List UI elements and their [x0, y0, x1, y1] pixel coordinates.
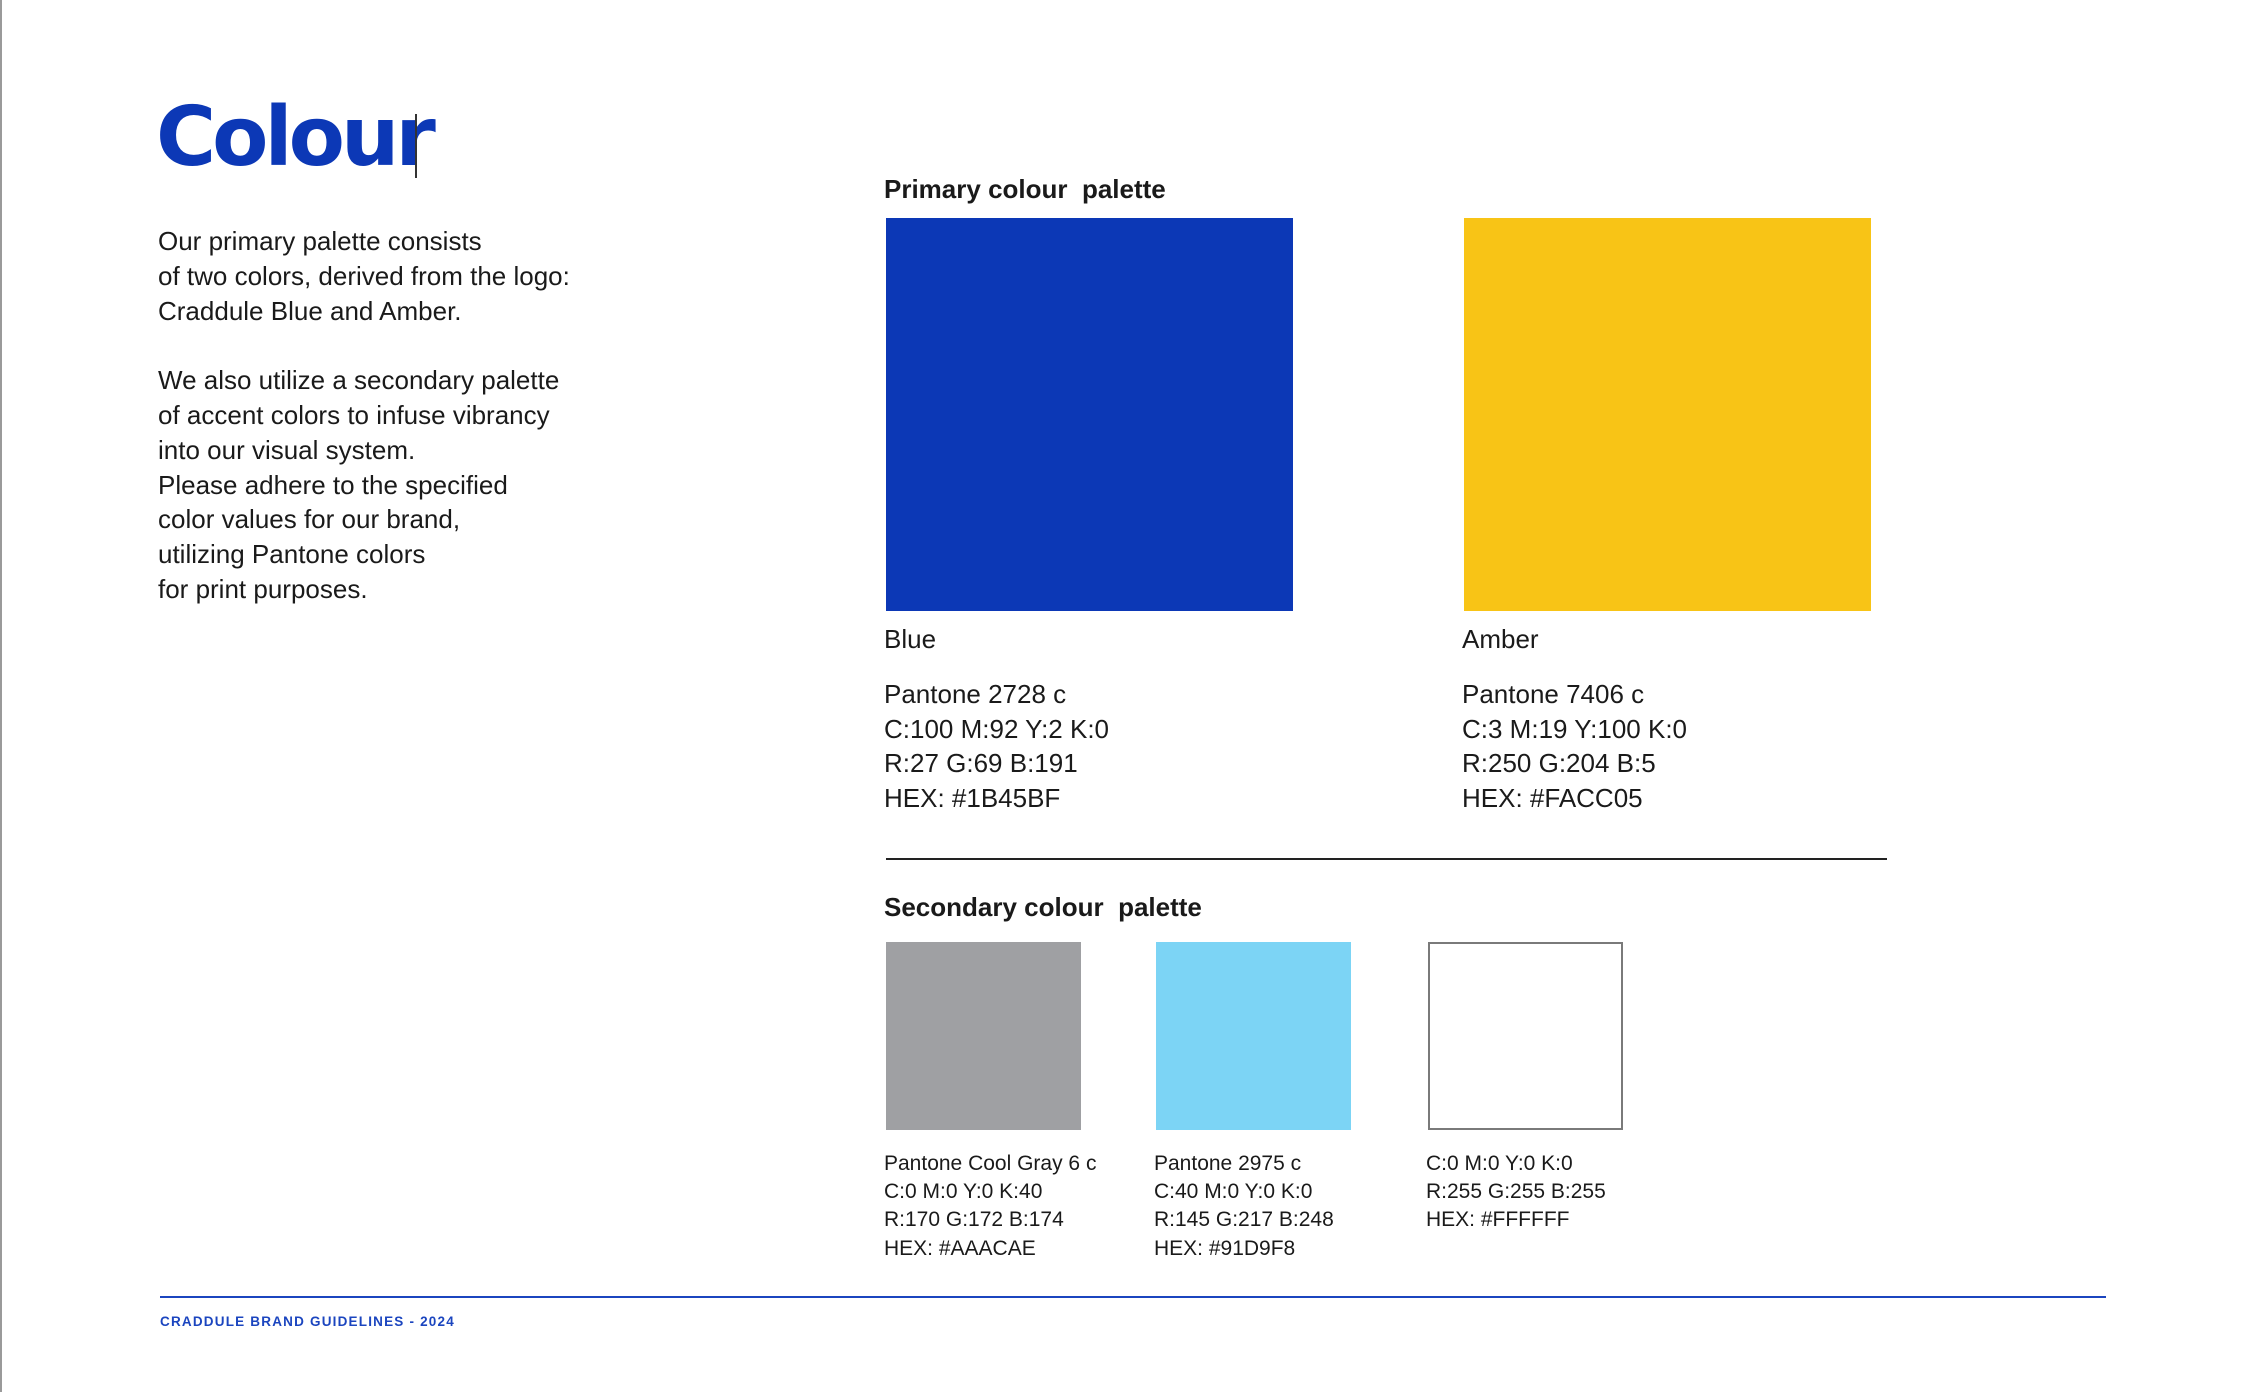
- swatch-cool-gray: [886, 942, 1081, 1130]
- specs-sky-blue: Pantone 2975 c C:40 M:0 Y:0 K:0 R:145 G:…: [1154, 1150, 1334, 1263]
- cmyk-value: C:0 M:0 Y:0 K:0: [1426, 1152, 1573, 1175]
- swatch-blue: [886, 218, 1293, 611]
- rgb-value: R:145 G:217 B:248: [1154, 1208, 1334, 1232]
- footer-rule: [160, 1296, 2106, 1298]
- pantone-value: Pantone 2728 c: [884, 679, 1067, 709]
- color-name-amber: Amber: [1462, 624, 1539, 654]
- rgb-value: R:250 G:204 B:5: [1462, 748, 1656, 779]
- secondary-palette-heading: Secondary colour palette: [884, 892, 1202, 922]
- specs-cool-gray: Pantone Cool Gray 6 c C:0 M:0 Y:0 K:40 R…: [884, 1150, 1096, 1263]
- hex-value: HEX: #1B45BF: [884, 783, 1061, 814]
- cmyk-value: C:0 M:0 Y:0 K:40: [884, 1180, 1043, 1204]
- rgb-value: R:27 G:69 B:191: [884, 748, 1078, 779]
- rgb-value: R:170 G:172 B:174: [884, 1208, 1064, 1232]
- swatch-white: [1428, 942, 1623, 1130]
- page-left-edge: [0, 0, 2, 1392]
- hex-value: HEX: #FACC05: [1462, 783, 1643, 814]
- swatch-amber: [1464, 218, 1871, 611]
- intro-paragraph-primary: Our primary palette consists of two colo…: [158, 226, 570, 326]
- color-name-blue: Blue: [884, 624, 937, 654]
- cmyk-value: C:3 M:19 Y:100 K:0: [1462, 713, 1687, 744]
- pantone-value: Pantone 7406 c: [1462, 679, 1645, 709]
- palette-divider: [886, 858, 1887, 860]
- rgb-value: R:255 G:255 B:255: [1426, 1180, 1606, 1204]
- cmyk-value: C:40 M:0 Y:0 K:0: [1154, 1180, 1313, 1204]
- cmyk-value: C:100 M:92 Y:2 K:0: [884, 713, 1109, 744]
- hex-value: HEX: #AAACAE: [884, 1236, 1036, 1260]
- specs-blue: Pantone 2728 c C:100 M:92 Y:2 K:0 R:27 G…: [884, 677, 1109, 816]
- pantone-value: Pantone 2975 c: [1154, 1152, 1302, 1175]
- title-divider: [415, 114, 417, 178]
- swatch-sky-blue: [1156, 942, 1351, 1130]
- footer-text: CRADDULE BRAND GUIDELINES - 2024: [160, 1314, 455, 1329]
- hex-value: HEX: #91D9F8: [1154, 1236, 1296, 1260]
- page-title: Colour: [156, 90, 436, 185]
- specs-white: C:0 M:0 Y:0 K:0 R:255 G:255 B:255 HEX: #…: [1426, 1150, 1606, 1235]
- hex-value: HEX: #FFFFFF: [1426, 1208, 1570, 1232]
- specs-amber: Pantone 7406 c C:3 M:19 Y:100 K:0 R:250 …: [1462, 677, 1687, 816]
- pantone-value: Pantone Cool Gray 6 c: [884, 1152, 1097, 1175]
- primary-palette-heading: Primary colour palette: [884, 174, 1166, 204]
- intro-text: Our primary palette consists of two colo…: [158, 224, 718, 607]
- intro-paragraph-secondary: We also utilize a secondary palette of a…: [158, 365, 560, 604]
